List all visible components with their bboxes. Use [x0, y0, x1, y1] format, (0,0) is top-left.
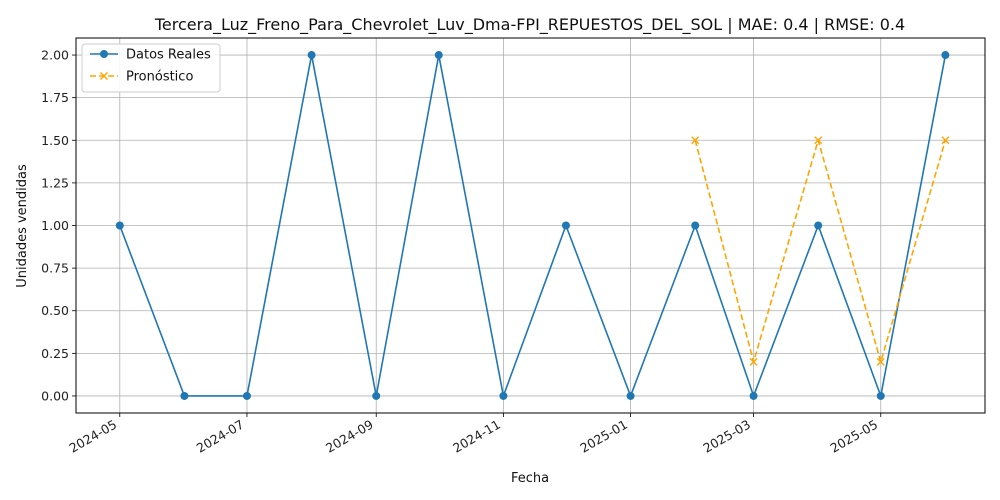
- x-marker-stroke: [876, 357, 885, 366]
- legend-marker: [100, 72, 108, 80]
- y-axis-ticks: 0.00 0.25 0.50 0.75 1.00 1.25 1.50 1.75 2.00: [41, 48, 76, 403]
- x-tick-label: 2025-05: [828, 417, 881, 456]
- x-tick-label: 2024-07: [194, 417, 247, 456]
- data-point: [307, 51, 316, 60]
- y-tick-label: 1.50: [41, 133, 69, 148]
- chart-title: Tercera_Luz_Freno_Para_Chevrolet_Luv_Dma…: [154, 15, 905, 35]
- y-tick-label: 0.75: [41, 261, 69, 276]
- y-tick-label: 2.00: [41, 48, 69, 63]
- data-point: [941, 51, 950, 60]
- data-point: [180, 391, 189, 400]
- legend-item: Datos Reales: [90, 48, 211, 63]
- legend-box: [81, 43, 221, 93]
- series-layer: [115, 51, 950, 400]
- x-tick-label: 2024-05: [67, 417, 120, 456]
- data-point: [372, 391, 381, 400]
- data-point: [434, 51, 443, 60]
- data-point: [242, 391, 251, 400]
- y-tick-label: 1.75: [41, 90, 69, 105]
- x-marker-stroke: [691, 136, 700, 145]
- data-point: [814, 221, 823, 230]
- y-tick-label: 0.25: [41, 346, 69, 361]
- x-axis-label: Fecha: [511, 471, 549, 486]
- data-point: [876, 357, 885, 366]
- legend: Datos Reales Pronóstico: [81, 43, 221, 93]
- y-tick-label: 1.00: [41, 218, 69, 233]
- legend-marker: [100, 50, 108, 58]
- data-point: [691, 136, 700, 145]
- series-forecast: [691, 136, 950, 366]
- data-point: [626, 391, 635, 400]
- grid-lines: [76, 38, 985, 413]
- x-tick-label: 2024-09: [323, 417, 376, 456]
- series-actual: [115, 51, 950, 400]
- data-point: [561, 221, 570, 230]
- data-point: [499, 391, 508, 400]
- data-point: [941, 136, 950, 145]
- data-point: [115, 221, 124, 230]
- data-point: [814, 136, 823, 145]
- data-point: [876, 391, 885, 400]
- series-line: [119, 54, 947, 397]
- legend-item: Pronóstico: [90, 70, 193, 85]
- y-tick-label: 1.25: [41, 175, 69, 190]
- y-axis-label: Unidades vendidas: [15, 164, 30, 288]
- x-tick-label: 2025-03: [700, 417, 753, 456]
- x-marker-stroke: [749, 357, 758, 366]
- y-tick-label: 0.50: [41, 303, 69, 318]
- data-point: [749, 357, 758, 366]
- data-point: [749, 391, 758, 400]
- x-marker-stroke: [814, 136, 823, 145]
- y-tick-label: 0.00: [41, 388, 69, 403]
- x-tick-label: 2025-01: [577, 417, 630, 456]
- x-axis-ticks: 2024-05 2024-07 2024-09 2024-11 2025-01 2025-…: [67, 413, 882, 456]
- data-point: [691, 221, 700, 230]
- x-marker-stroke: [941, 136, 950, 145]
- legend-label: Datos Reales: [126, 48, 211, 63]
- legend-label: Pronóstico: [126, 70, 193, 85]
- x-tick-label: 2024-11: [450, 417, 503, 456]
